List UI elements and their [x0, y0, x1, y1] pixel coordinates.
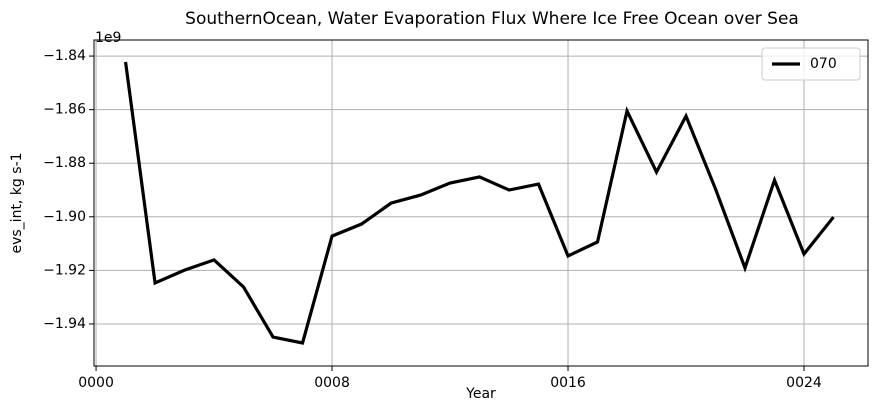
y-tick-label: −1.94: [43, 316, 86, 332]
y-axis-label: evs_int, kg s-1: [9, 152, 25, 253]
y-tick-label: −1.86: [43, 102, 86, 118]
chart-title: SouthernOcean, Water Evaporation Flux Wh…: [185, 9, 799, 29]
x-axis-label: Year: [465, 386, 496, 402]
y-offset-label: 1e9: [95, 30, 121, 46]
y-tick-label: −1.92: [43, 262, 86, 278]
x-tick-label: 0000: [78, 375, 114, 391]
x-tick-label: 0008: [314, 375, 350, 391]
legend-label: 070: [810, 56, 837, 72]
x-tick-label: 0016: [550, 375, 586, 391]
legend-box: [761, 47, 861, 81]
y-tick-label: −1.84: [43, 48, 86, 64]
data-line: [123, 61, 835, 345]
x-tick-label: 0024: [786, 375, 822, 391]
y-tick-label: −1.90: [43, 209, 86, 225]
y-tick-label: −1.88: [43, 155, 86, 171]
plot-frame: [93, 39, 869, 367]
legend: 070: [761, 47, 861, 81]
